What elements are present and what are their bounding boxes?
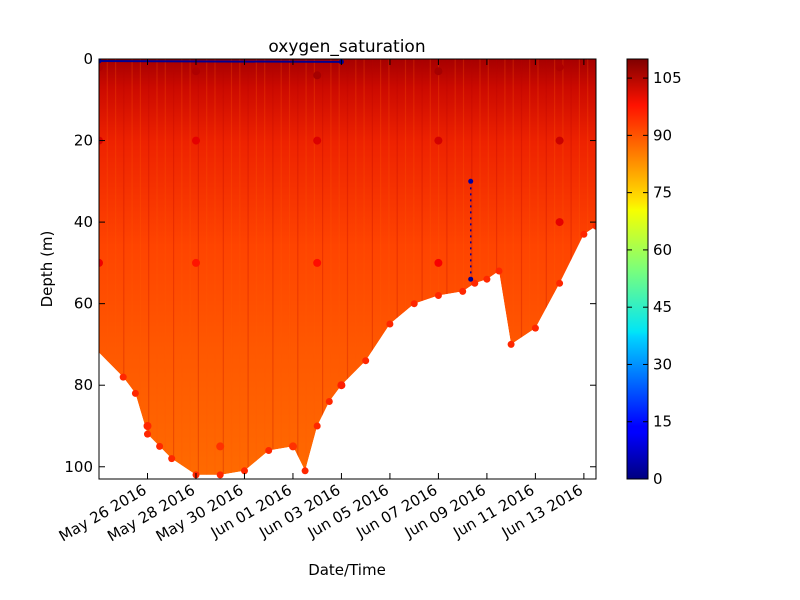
data-point-upper-layer bbox=[555, 136, 564, 145]
data-point-surface-layer bbox=[192, 67, 200, 76]
profile-bottom-point bbox=[495, 267, 503, 275]
colorbar-tick-label: 45 bbox=[653, 298, 672, 316]
data-point-mid-layer bbox=[192, 258, 200, 267]
colorbar-axis: 0 15 30 45 60 75 90 105 bbox=[627, 69, 682, 488]
colorbar-tick-label: 60 bbox=[653, 241, 672, 259]
profile-bottom-point bbox=[325, 398, 333, 405]
profile-bottom-point bbox=[580, 230, 588, 238]
profile-bottom-point bbox=[459, 287, 467, 295]
data-point-mid-layer bbox=[313, 258, 322, 267]
colorbar-tick-label: 0 bbox=[653, 470, 663, 488]
profile-bottom-point bbox=[144, 430, 151, 438]
profile-bottom-point bbox=[168, 455, 176, 463]
data-point-deep-layer bbox=[337, 381, 346, 390]
profile-bottom-point bbox=[362, 357, 370, 365]
chart-title: oxygen_saturation bbox=[268, 37, 425, 57]
colorbar bbox=[627, 59, 648, 479]
data-point-surface-layer bbox=[99, 63, 103, 72]
profile-bottom-point bbox=[531, 324, 539, 332]
y-tick-label: 80 bbox=[74, 376, 93, 394]
profile-envelope bbox=[99, 59, 596, 475]
data-point-upper-layer bbox=[434, 136, 443, 145]
profile-bottom-point bbox=[156, 442, 164, 450]
data-point-mid-layer bbox=[555, 218, 564, 227]
data-point-upper-layer bbox=[313, 136, 322, 145]
data-point-upper-layer bbox=[192, 136, 200, 145]
profile-bottom-point bbox=[434, 292, 442, 299]
scatter-area bbox=[99, 59, 596, 479]
profile-bottom-point bbox=[241, 467, 248, 475]
profile-bottom-point bbox=[386, 320, 394, 328]
data-point-low-value-trace bbox=[468, 276, 474, 282]
colorbar-tick-label: 15 bbox=[653, 413, 672, 431]
colorbar-tick-label: 75 bbox=[653, 184, 672, 202]
y-tick-label: 20 bbox=[74, 132, 93, 150]
data-point-surface-layer bbox=[313, 71, 322, 80]
profile-bottom-point bbox=[265, 447, 273, 454]
profile-bottom-point bbox=[313, 422, 321, 430]
profile-bottom-point bbox=[592, 222, 596, 230]
profile-bottom-point bbox=[216, 471, 224, 479]
data-point-mid-layer bbox=[99, 258, 103, 267]
plot-frame bbox=[98, 58, 597, 480]
colorbar-tick-label: 90 bbox=[653, 126, 672, 144]
data-point-surface-layer bbox=[555, 63, 564, 72]
y-tick-label: 40 bbox=[74, 213, 93, 231]
profile-bottom-point bbox=[556, 279, 564, 287]
profile-bottom-point bbox=[131, 389, 139, 397]
profile-bottom-point bbox=[507, 340, 515, 348]
y-tick-label: 0 bbox=[83, 50, 93, 68]
y-tick-label: 60 bbox=[74, 295, 93, 313]
x-axis-label: Date/Time bbox=[308, 561, 386, 579]
data-point-low-value-trace bbox=[468, 178, 474, 184]
profile-bottom-point bbox=[410, 300, 418, 308]
data-point-surface-layer bbox=[434, 67, 443, 76]
colorbar-tick-label: 105 bbox=[653, 69, 682, 87]
y-tick-label: 100 bbox=[64, 458, 93, 476]
profile-bottom-point bbox=[471, 279, 479, 287]
profile-bottom-point bbox=[301, 467, 309, 475]
data-point-deep-layer bbox=[143, 422, 152, 430]
data-point-deep-layer bbox=[289, 442, 297, 451]
profile-bottom-point bbox=[119, 373, 127, 381]
y-axis-label: Depth (m) bbox=[38, 231, 56, 308]
colorbar-tick-label: 30 bbox=[653, 355, 672, 373]
data-point-deep-layer bbox=[216, 442, 225, 451]
data-point-mid-layer bbox=[434, 258, 443, 267]
profile-bottom-point bbox=[483, 275, 491, 283]
colorbar-frame bbox=[626, 58, 649, 480]
no-data-area bbox=[99, 226, 596, 479]
surface-trace-line bbox=[99, 60, 342, 63]
